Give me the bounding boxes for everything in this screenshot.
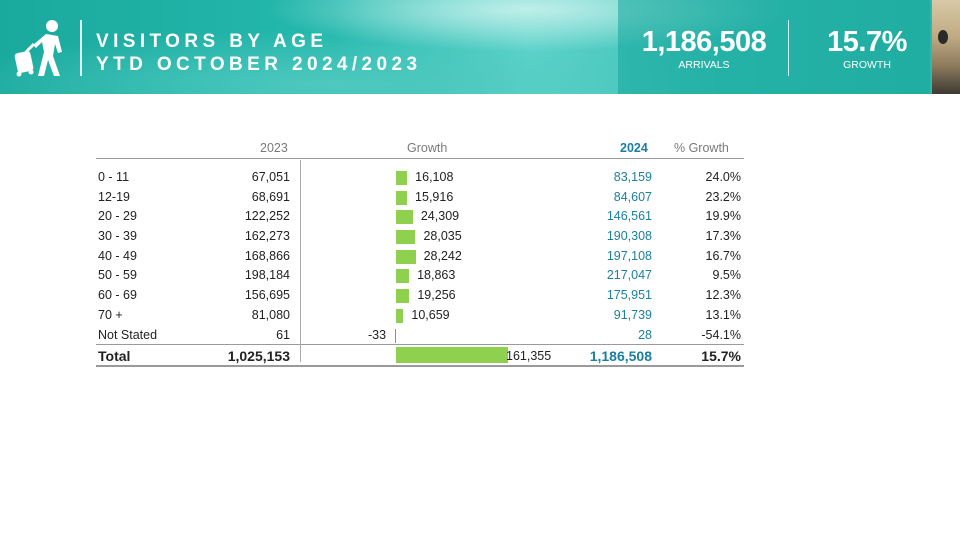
- table-row: 0 - 11 67,051 16,108 83,159 24.0%: [96, 167, 744, 187]
- header-divider: [80, 20, 82, 76]
- value-2024: 84,607: [613, 189, 652, 204]
- growth-bar: [396, 249, 416, 264]
- pct-growth: 23.2%: [705, 189, 741, 204]
- growth-value: 15.7%: [827, 26, 907, 58]
- growth-bar: [396, 190, 408, 205]
- total-growth-bar: [396, 347, 508, 364]
- value-2023: 198,184: [244, 268, 290, 283]
- growth-value: 28,035: [423, 229, 462, 244]
- pct-growth: -54.1%: [701, 327, 741, 342]
- title-line-2: YTD OCTOBER 2024/2023: [96, 54, 422, 75]
- total-2024: 1,186,508: [589, 348, 652, 365]
- growth-bar: [396, 171, 408, 185]
- growth-axis-line: [300, 160, 301, 362]
- kpi-growth: 15.7% GROWTH: [792, 26, 942, 72]
- table-row: 60 - 69 156,695 19,256 175,951 12.3%: [96, 285, 744, 305]
- table-row: 40 - 49 168,866 28,242 197,108 16.7%: [96, 246, 744, 266]
- value-2024: 83,159: [613, 170, 652, 184]
- value-2024: 197,108: [606, 248, 652, 263]
- age-group-label: 20 - 29: [98, 209, 137, 224]
- value-2023: 68,691: [251, 189, 290, 204]
- total-label: Total: [98, 348, 131, 365]
- growth-bar: [395, 328, 396, 343]
- table-row: 30 - 39 162,273 28,035 190,308 17.3%: [96, 226, 744, 246]
- col-2024: 2024: [620, 141, 648, 155]
- table-row: 50 - 59 198,184 18,863 217,047 9.5%: [96, 265, 744, 285]
- pct-growth: 16.7%: [705, 248, 741, 263]
- table-row: 20 - 29 122,252 24,309 146,561 19.9%: [96, 206, 744, 226]
- table-row: 70 + 81,080 10,659 91,739 13.1%: [96, 305, 744, 325]
- growth-label: GROWTH: [843, 59, 891, 71]
- value-2024: 91,739: [613, 307, 652, 322]
- arrivals-label: ARRIVALS: [678, 59, 730, 71]
- pct-growth: 12.3%: [705, 288, 741, 303]
- growth-bar: [396, 289, 410, 304]
- growth-value: 24,309: [420, 209, 460, 224]
- growth-value: -33: [368, 327, 387, 342]
- table-row: 12-19 68,691 15,916 84,607 23.2%: [96, 187, 744, 207]
- growth-value: 19,256: [417, 288, 456, 303]
- total-row: Total 1,025,153 161,355 1,186,508 15.7%: [96, 344, 744, 368]
- age-group-label: 12-19: [98, 189, 130, 204]
- kpi-divider: [788, 20, 789, 76]
- growth-value: 15,916: [415, 189, 454, 204]
- growth-value: 10,659: [411, 307, 450, 322]
- value-2023: 61: [276, 327, 290, 342]
- growth-bar: [396, 269, 410, 284]
- table-row: Not Stated 61 -33 28 -54.1%: [96, 325, 744, 345]
- total-pct-growth: 15.7%: [701, 348, 741, 365]
- growth-bar: [396, 210, 413, 225]
- banner-photo-edge: [932, 0, 960, 94]
- value-2024: 175,951: [606, 288, 652, 303]
- col-2023: 2023: [260, 141, 288, 155]
- value-2024: 28: [638, 327, 652, 342]
- value-2024: 190,308: [606, 229, 652, 244]
- page-title: VISITORS BY AGE YTD OCTOBER 2024/2023: [96, 30, 421, 76]
- total-growth-value: 161,355: [506, 349, 552, 364]
- value-2023: 156,695: [244, 288, 290, 303]
- pct-growth: 24.0%: [705, 170, 741, 184]
- age-group-label: 50 - 59: [98, 268, 137, 283]
- visitors-by-age-table: 2023 Growth 2024 % Growth 0 - 11 67,051 16…: [96, 138, 744, 368]
- age-group-label: 70 +: [98, 307, 123, 322]
- pct-growth: 13.1%: [705, 307, 741, 322]
- age-group-label: 30 - 39: [98, 229, 137, 244]
- value-2023: 162,273: [244, 229, 290, 244]
- traveler-luggage-icon: [14, 20, 62, 77]
- title-line-1: VISITORS BY AGE: [96, 31, 328, 52]
- age-group-label: 40 - 49: [98, 248, 137, 263]
- age-group-label: 60 - 69: [98, 288, 137, 303]
- col-pct-growth: % Growth: [674, 141, 729, 155]
- kpi-arrivals: 1,186,508 ARRIVALS: [618, 26, 790, 72]
- growth-value: 18,863: [417, 268, 456, 283]
- growth-value: 16,108: [415, 170, 454, 184]
- value-2024: 146,561: [606, 209, 652, 224]
- pct-growth: 17.3%: [705, 229, 741, 244]
- header-banner: VISITORS BY AGE YTD OCTOBER 2024/2023 1,…: [0, 0, 960, 94]
- pct-growth: 19.9%: [705, 209, 741, 224]
- kpi-panel: 1,186,508 ARRIVALS 15.7% GROWTH: [618, 0, 930, 94]
- age-group-label: Not Stated: [98, 327, 158, 342]
- value-2023: 122,252: [244, 209, 290, 224]
- value-2023: 168,866: [244, 248, 290, 263]
- age-group-label: 0 - 11: [98, 170, 130, 184]
- growth-bar: [396, 308, 404, 323]
- table-body: 0 - 11 67,051 16,108 83,159 24.0% 12-19 68,691…: [96, 167, 744, 344]
- value-2023: 67,051: [251, 170, 290, 184]
- arrivals-value: 1,186,508: [641, 26, 767, 58]
- growth-bar: [396, 230, 416, 245]
- col-growth: Growth: [407, 141, 448, 155]
- total-2023: 1,025,153: [227, 348, 290, 365]
- growth-value: 28,242: [423, 248, 462, 263]
- value-2024: 217,047: [606, 268, 652, 283]
- table-header: 2023 Growth 2024 % Growth: [96, 138, 744, 159]
- value-2023: 81,080: [251, 307, 290, 322]
- pct-growth: 9.5%: [712, 268, 742, 283]
